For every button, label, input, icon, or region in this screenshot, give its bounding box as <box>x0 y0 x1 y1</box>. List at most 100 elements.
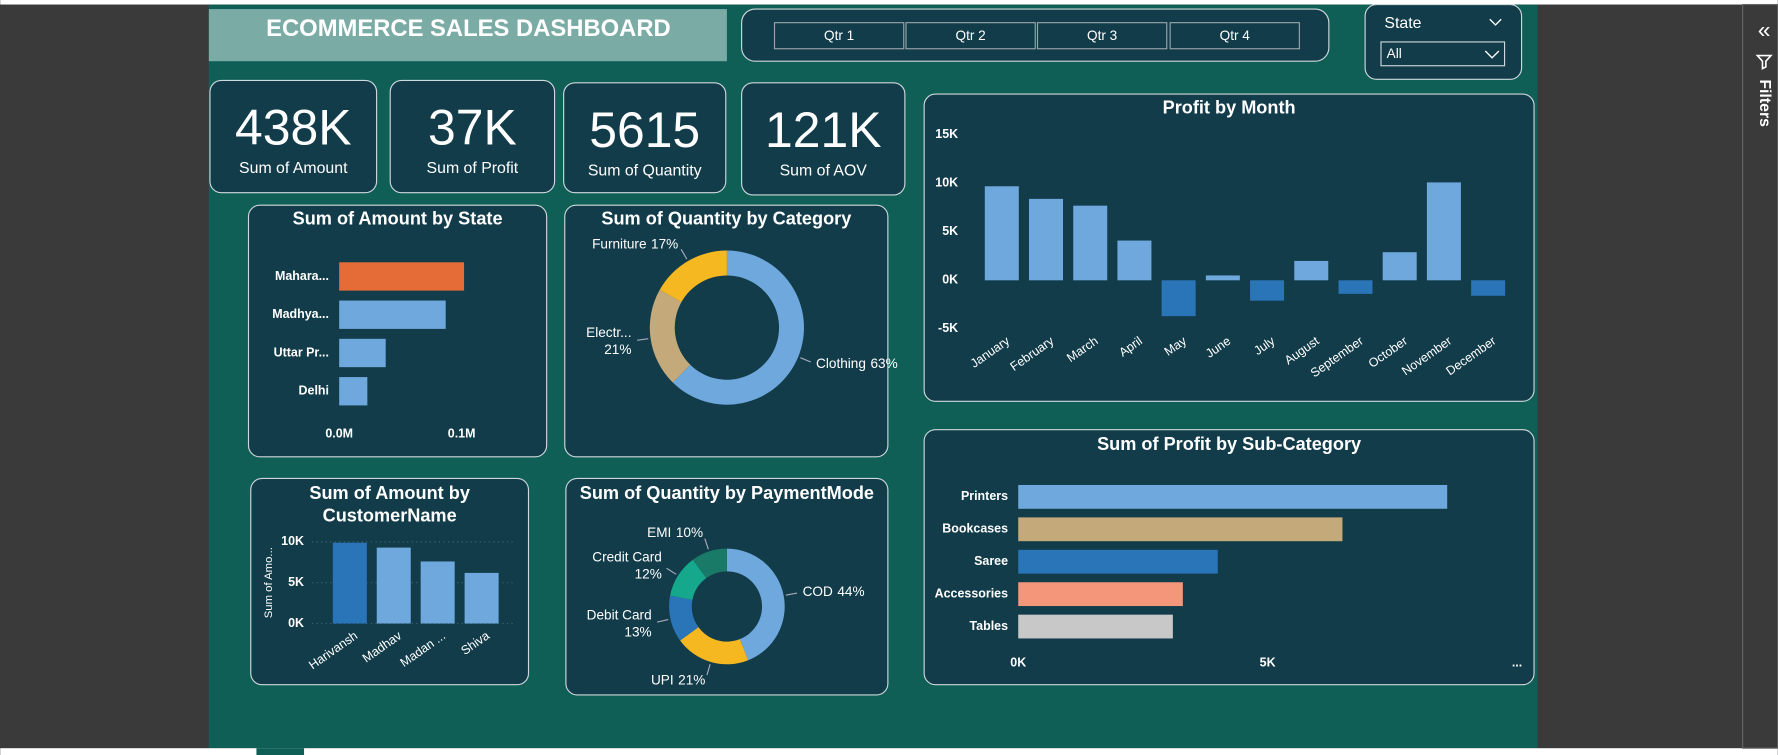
y-tick-label: Delhi <box>299 384 329 398</box>
donut-slice <box>669 595 699 641</box>
quarter-button[interactable] <box>1036 22 1168 50</box>
y-tick-label: Uttar Pr... <box>274 345 329 359</box>
kpi-card <box>389 79 556 194</box>
chart-title: Sum of Profit by Sub-Category <box>1097 435 1362 455</box>
collapse-icon[interactable]: « <box>1758 17 1771 43</box>
active-tab[interactable] <box>256 748 305 755</box>
bar <box>1018 517 1343 542</box>
bar <box>1018 582 1183 607</box>
filters-pane <box>1742 3 1778 749</box>
bar <box>1294 260 1329 281</box>
quarter-button-label: Qtr 3 <box>1087 28 1117 43</box>
x-tick-label: ... <box>1512 655 1522 669</box>
filters-label: Filters <box>1756 79 1773 127</box>
bar <box>332 542 367 624</box>
chart-title: Profit by Month <box>1162 98 1296 118</box>
chart-title-box: Sum of Quantity by PaymentMode <box>579 484 875 504</box>
bar <box>1018 484 1448 509</box>
x-tick-label: 0K <box>1010 655 1026 669</box>
y-tick-label: 10K <box>935 176 958 190</box>
bar <box>339 338 386 368</box>
slice-value: 44% <box>837 584 864 599</box>
kpi-card <box>563 82 727 194</box>
chart-card <box>565 477 889 696</box>
chart-title: Sum of Amount by State <box>292 209 503 229</box>
x-tick-label: 0.1M <box>448 426 476 440</box>
y-tick-label: -5K <box>938 321 958 335</box>
leader-line <box>680 249 688 260</box>
slice-category: EMI <box>647 525 671 540</box>
slice-category: Electr... <box>586 325 631 340</box>
bar <box>339 300 446 329</box>
bar <box>1205 275 1240 281</box>
y-tick-label: 5K <box>942 224 958 238</box>
bar <box>1338 280 1373 294</box>
donut-slice <box>670 559 707 600</box>
slice-category: UPI <box>651 672 674 687</box>
x-tick-label: 5K <box>1260 655 1276 669</box>
quarter-button[interactable] <box>1169 22 1300 50</box>
y-tick-label: Saree <box>974 554 1008 568</box>
bar <box>376 547 411 624</box>
slice-value: 12% <box>635 566 662 581</box>
leader-line <box>666 567 677 575</box>
leader-line <box>785 592 798 596</box>
slice-value: 21% <box>678 672 705 687</box>
slice-value: 63% <box>870 356 897 371</box>
bar <box>339 377 368 406</box>
kpi-label: Sum of Quantity <box>588 162 702 179</box>
bar <box>1382 252 1417 281</box>
kpi-value: 37K <box>428 100 517 156</box>
dropdown-chevron[interactable] <box>1484 50 1500 59</box>
dashboard-title: ECOMMERCE SALES DASHBOARD <box>266 15 671 42</box>
slicer-dropdown[interactable] <box>1380 41 1506 67</box>
kpi-label: Sum of Profit <box>427 160 519 177</box>
slice-category: Debit Card <box>587 607 652 622</box>
kpi-label: Sum of Amount <box>239 160 348 177</box>
y-tick-label: Bookcases <box>942 522 1008 536</box>
bar <box>1426 182 1461 281</box>
kpi-value: 438K <box>235 100 351 156</box>
y-axis-title: Sum of Amo... <box>263 547 275 618</box>
bar <box>1018 549 1218 574</box>
chart-title: Sum of Amount by CustomerName <box>309 484 470 527</box>
leader-line <box>706 664 711 676</box>
bar <box>1250 280 1285 301</box>
bar <box>1471 280 1506 296</box>
kpi-value: 121K <box>765 102 881 158</box>
kpi-card <box>209 79 378 194</box>
y-tick-label: 15K <box>935 127 958 141</box>
leader-line <box>800 357 812 363</box>
slicer-chevron[interactable] <box>1489 18 1502 26</box>
donut-slice <box>649 289 691 383</box>
y-tick-label: Mahara... <box>275 269 329 283</box>
y-tick-label: 10K <box>281 534 304 548</box>
bar <box>339 262 465 291</box>
donut-slice <box>659 250 727 303</box>
slice-label: COD 44% <box>803 584 865 599</box>
leader-line <box>704 538 709 550</box>
bar <box>1073 205 1108 281</box>
y-tick-label: 0K <box>942 273 958 287</box>
chart-title-box: Sum of Profit by Sub-Category <box>1097 435 1362 455</box>
chart-title: Sum of Quantity by Category <box>601 209 852 229</box>
bar <box>420 561 455 624</box>
quarter-button[interactable] <box>905 22 1036 50</box>
slice-value: 21% <box>604 342 631 357</box>
filter-icon <box>1755 54 1773 70</box>
bar <box>1029 198 1064 281</box>
y-tick-label: Madhya... <box>272 307 329 321</box>
kpi-card <box>741 82 906 196</box>
slice-label: EMI 10% <box>647 525 703 540</box>
slicer-selected: All <box>1387 46 1402 61</box>
bar <box>984 186 1019 281</box>
quarter-button[interactable] <box>773 22 905 50</box>
slicer-label: State <box>1384 15 1421 32</box>
top-strip <box>0 0 1778 5</box>
y-tick-label: 0K <box>288 616 304 630</box>
slice-label: Credit Card 12% <box>592 549 662 581</box>
slice-category: Clothing <box>816 356 866 371</box>
chart-title: Sum of Quantity by PaymentMode <box>579 484 875 504</box>
title-banner <box>208 9 727 62</box>
